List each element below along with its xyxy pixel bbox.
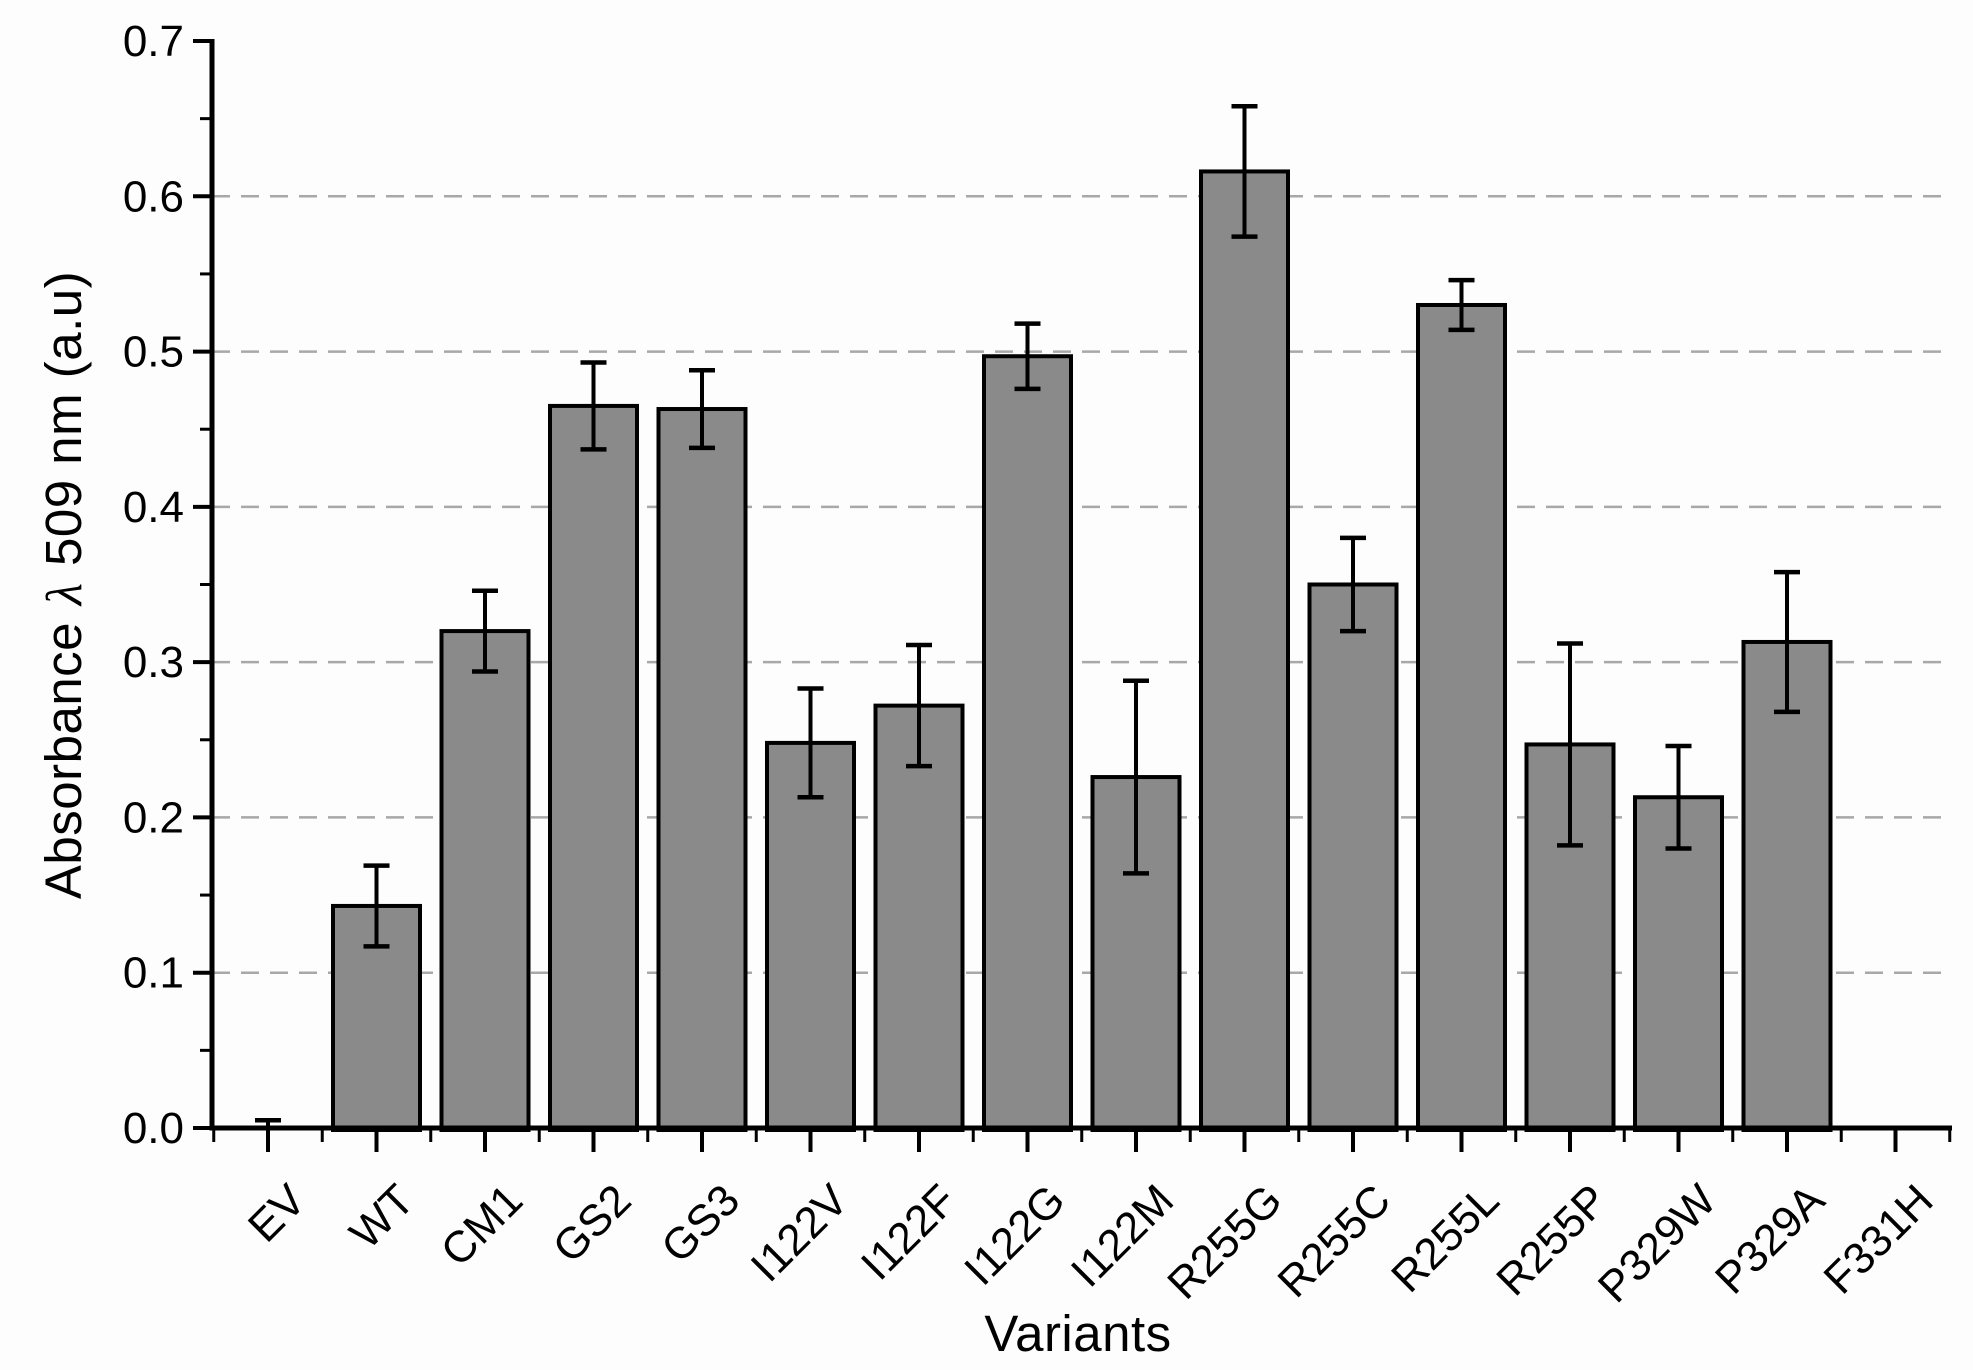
y-tick-label-0.4: 0.4 (123, 483, 184, 532)
x-tick-label-GS3: GS3 (652, 1175, 749, 1272)
y-axis-title-suffix: 509 nm (a.u) (35, 270, 92, 581)
bar-GS2 (548, 403, 639, 1132)
y-tick-label-0.2: 0.2 (123, 793, 184, 842)
x-tick-label-R255C: R255C (1269, 1175, 1400, 1306)
y-tick-label-0.1: 0.1 (123, 949, 184, 998)
bar-R255L (1416, 302, 1507, 1132)
y-axis-title: Absorbance λ 509 nm (a.u) (34, 271, 94, 899)
error-bar-R255P (1557, 641, 1583, 848)
y-tick-label-0.6: 0.6 (123, 172, 184, 221)
error-bar-R255G (1231, 103, 1258, 239)
bar-R255C (1307, 582, 1399, 1132)
bar-GS3 (656, 407, 748, 1132)
x-tick-label-F331H: F331H (1815, 1175, 1943, 1303)
x-axis-title: Variants (984, 1305, 1172, 1362)
error-bar-I122F (906, 642, 932, 769)
x-tick-label-P329W: P329W (1589, 1175, 1726, 1312)
bar-I122V (765, 740, 856, 1132)
bar-R255G (1199, 169, 1290, 1132)
bar-layer (331, 169, 1833, 1133)
bar-P329W (1633, 795, 1724, 1133)
bar-I122G (982, 354, 1073, 1133)
x-tick-label-R255L: R255L (1382, 1175, 1508, 1301)
y-tick-label-0.5: 0.5 (123, 328, 184, 377)
x-tick-label-I122V: I122V (742, 1175, 858, 1291)
bar-P329A (1741, 639, 1833, 1132)
lambda-symbol: λ (37, 582, 93, 606)
y-tick-label-0.0: 0.0 (123, 1104, 184, 1153)
error-bar-CM1 (472, 588, 498, 674)
x-tick-label-R255G: R255G (1158, 1175, 1291, 1308)
error-bar-R255C (1340, 535, 1366, 634)
error-bar-GS2 (580, 360, 607, 452)
x-tick-label-EV: EV (239, 1175, 316, 1252)
axis-layer (193, 39, 1952, 1152)
x-tick-label-P329A: P329A (1706, 1175, 1835, 1304)
x-tick-label-I122F: I122F (852, 1175, 966, 1289)
error-bar-layer (255, 103, 1800, 1128)
error-bar-GS3 (689, 367, 715, 451)
y-tick-label-0.3: 0.3 (123, 638, 184, 687)
error-bar-R255L (1448, 277, 1475, 333)
x-tick-label-GS2: GS2 (544, 1175, 641, 1272)
error-bar-P329W (1665, 743, 1692, 851)
error-bar-I122M (1123, 678, 1149, 876)
y-tick-label-0.7: 0.7 (123, 17, 184, 66)
bar-I122F (873, 703, 965, 1132)
error-bar-P329A (1774, 569, 1800, 715)
x-tick-label-I122G: I122G (955, 1175, 1074, 1294)
bar-CM1 (439, 629, 531, 1132)
x-tick-label-WT: WT (341, 1175, 424, 1258)
error-bar-WT (363, 863, 390, 949)
error-bar-I122V (797, 686, 824, 800)
y-axis-title-prefix: Absorbance (35, 607, 92, 900)
error-bar-I122G (1014, 321, 1041, 392)
x-tick-label-CM1: CM1 (432, 1175, 532, 1275)
